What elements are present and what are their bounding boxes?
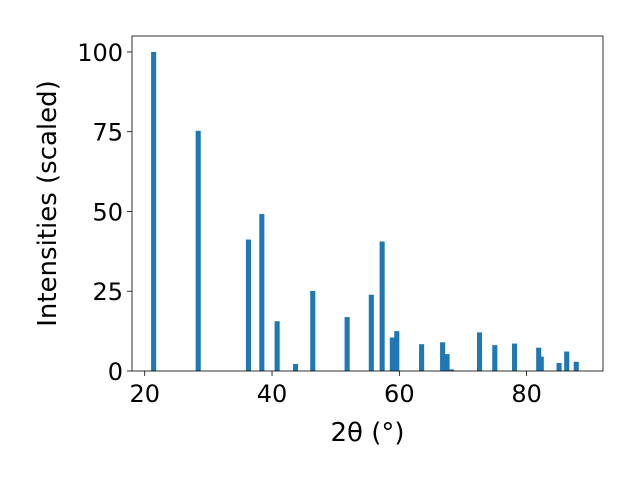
bar (274, 321, 280, 371)
y-tick-label: 50 (92, 198, 123, 226)
bar (538, 356, 544, 371)
bar (564, 351, 570, 371)
bar (556, 363, 562, 371)
bar (245, 239, 252, 371)
y-axis-label: Intensities (scaled) (33, 80, 63, 327)
x-axis-label: 2θ (°) (330, 418, 404, 448)
bars-group (151, 51, 579, 371)
bar (379, 241, 385, 371)
bar (440, 342, 446, 371)
bar (419, 344, 425, 371)
bar (448, 369, 455, 371)
bar (389, 337, 395, 371)
bar (310, 290, 316, 371)
y-axis-ticks: 0 25 50 75 100 (77, 39, 132, 386)
bar (368, 294, 374, 371)
bar (344, 317, 350, 371)
x-tick-label: 80 (511, 380, 542, 408)
x-tick-label: 60 (384, 380, 415, 408)
y-tick-label: 25 (92, 278, 123, 306)
bar (259, 214, 265, 371)
x-tick-label: 20 (129, 380, 160, 408)
x-tick-label: 40 (257, 380, 288, 408)
bar (511, 343, 518, 371)
bar (573, 361, 579, 371)
bar (293, 363, 299, 371)
plot-frame (131, 35, 604, 372)
bar (195, 130, 201, 371)
bar (394, 331, 400, 371)
y-tick-label: 100 (77, 39, 123, 67)
bar (151, 51, 157, 371)
y-tick-label: 0 (108, 358, 123, 386)
x-axis-ticks: 20 40 60 80 (129, 371, 542, 408)
bar (444, 354, 450, 371)
bar (476, 332, 483, 371)
y-tick-label: 75 (92, 119, 123, 147)
bar (492, 345, 498, 371)
